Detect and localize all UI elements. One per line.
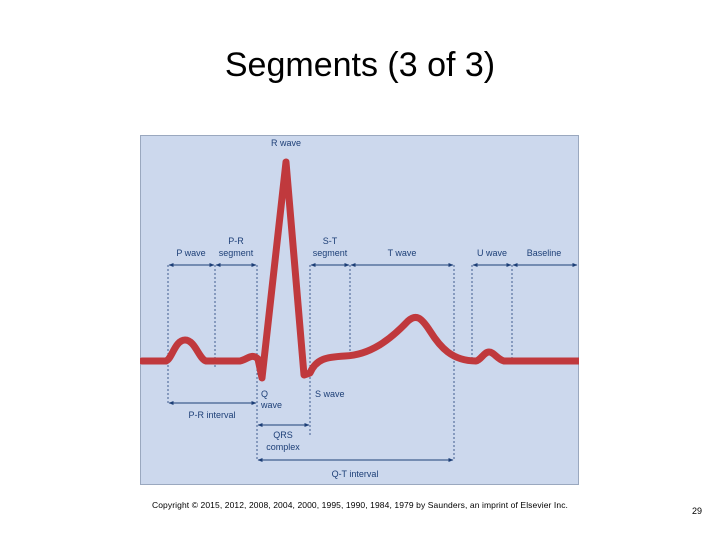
label-st-segment-line1: S-T [323,236,338,246]
label-pr-segment-line2: segment [219,248,254,258]
label-q-wave-line2: wave [260,400,282,410]
label-st-segment-line2: segment [313,248,348,258]
label-s-wave: S wave [315,389,345,399]
arrows [168,263,578,462]
ecg-trace [140,158,579,382]
ecg-diagram: R wave P wave P-R segment S-T segment T … [140,135,579,485]
label-pr-segment-line1: P-R [228,236,244,246]
label-baseline: Baseline [527,248,562,258]
label-qrs-line1: QRS [273,430,293,440]
label-r-wave: R wave [271,138,301,148]
label-qt-interval: Q-T interval [332,469,379,479]
label-pr-interval: P-R interval [188,410,235,420]
label-t-wave: T wave [388,248,417,258]
copyright-notice: Copyright © 2015, 2012, 2008, 2004, 2000… [151,500,569,510]
slide-title: Segments (3 of 3) [224,46,496,84]
diagram-panel [140,135,579,485]
label-qrs-line2: complex [266,442,300,452]
label-q-wave-line1: Q [261,389,268,399]
page-number: 29 [692,506,703,516]
label-p-wave: P wave [176,248,205,258]
label-u-wave: U wave [477,248,507,258]
labels: R wave P wave P-R segment S-T segment T … [176,138,561,479]
